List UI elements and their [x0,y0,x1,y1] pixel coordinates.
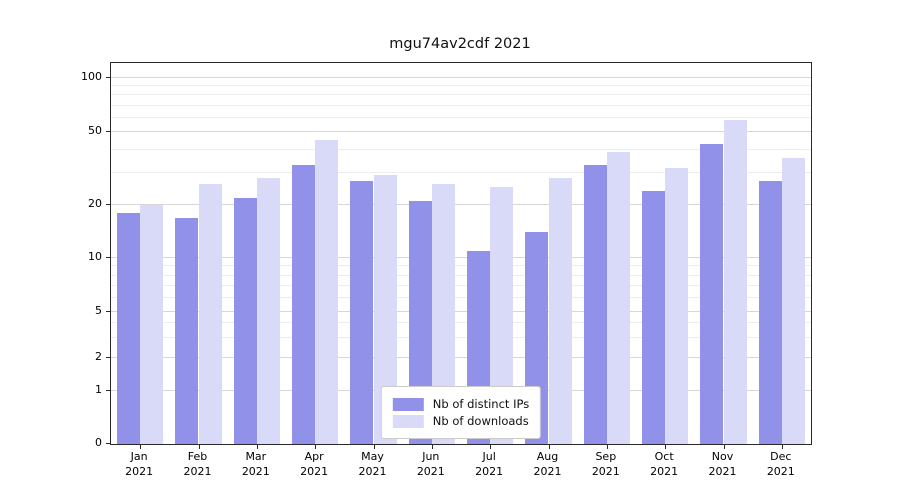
y-gridline-minor [111,85,811,87]
x-tick-mark [665,444,667,449]
y-gridline-minor [111,104,811,106]
y-tick-mark [106,76,111,78]
y-tick-mark [106,130,111,132]
bar-downloads-dec [781,158,806,444]
bar-distinct-ips-sep [583,165,607,444]
y-gridline-minor [111,94,811,96]
y-tick-label: 100 [81,69,102,83]
bar-downloads-nov [723,120,747,444]
x-tick-mark [723,444,725,449]
x-tick-mark [781,444,783,449]
y-gridline-minor [111,148,811,150]
y-tick-mark [106,257,111,259]
y-tick-mark [106,204,111,206]
y-tick-label: 5 [95,304,102,318]
y-tick-mark [106,356,111,358]
x-tick-mark [315,444,317,449]
bar-downloads-apr [315,140,339,444]
x-tick-label: Jun 2021 [416,450,445,478]
bar-distinct-ips-dec [758,181,782,444]
bar-downloads-sep [606,151,631,444]
y-gridline-minor [111,322,811,324]
y-gridline-minor [111,116,811,118]
y-gridline-minor [111,171,811,173]
y-gridline [111,204,811,206]
x-tick-label: Feb 2021 [183,450,212,478]
y-tick-label: 2 [95,349,102,363]
plot-area: Nb of distinct IPs Nb of downloads [106,62,812,449]
y-tick-label: 10 [88,250,102,264]
x-tick-mark [548,444,550,449]
y-gridline-minor [111,296,811,298]
y-tick-label: 1 [95,383,102,397]
bar-distinct-ips-jun [408,201,432,444]
x-tick-label: Mar 2021 [241,450,270,478]
legend-swatch-downloads [392,414,424,428]
bar-downloads-jul [490,187,514,444]
bar-downloads-mar [256,178,281,444]
bar-distinct-ips-feb [175,217,199,444]
bar-distinct-ips-may [350,181,374,444]
chart-title: mgu74av2cdf 2021 [389,36,531,52]
x-tick-label: May 2021 [358,450,387,478]
y-gridline-minor [111,284,811,286]
legend-item-downloads: Nb of downloads [392,414,529,428]
x-tick-label: Dec 2021 [766,450,795,478]
x-tick-label: Jan 2021 [125,450,154,478]
bar-downloads-jun [431,184,456,444]
x-tick-label: Apr 2021 [300,450,329,478]
y-gridline [111,356,811,358]
bar-distinct-ips-oct [641,190,666,444]
bar-downloads-oct [665,167,689,444]
bar-downloads-feb [198,184,222,444]
y-gridline [111,311,811,313]
x-tick-label: Sep 2021 [591,450,620,478]
x-tick-mark [198,444,200,449]
y-gridline [111,130,811,132]
x-tick-mark [490,444,492,449]
y-tick-label: 20 [88,197,102,211]
bar-downloads-aug [548,178,572,444]
y-gridline [111,76,811,78]
bar-downloads-jan [140,205,164,444]
y-tick-label: 0 [95,436,102,449]
x-tick-mark [256,444,258,449]
x-tick-label: Aug 2021 [533,450,562,478]
x-tick-label: Oct 2021 [650,450,679,478]
x-tick-label: Jul 2021 [475,450,504,478]
y-tick-mark [106,311,111,313]
y-tick-label: 50 [88,123,102,137]
bar-distinct-ips-mar [233,197,257,444]
legend-label-downloads: Nb of downloads [432,414,529,428]
bar-distinct-ips-apr [291,165,316,444]
legend: Nb of distinct IPs Nb of downloads [380,386,542,439]
y-gridline-minor [111,274,811,276]
y-gridline-minor [111,336,811,338]
y-gridline [111,257,811,259]
bar-distinct-ips-nov [700,144,724,444]
legend-item-distinct-ips: Nb of distinct IPs [392,397,530,411]
legend-label-distinct-ips: Nb of distinct IPs [432,397,530,411]
y-gridline-minor [111,265,811,267]
x-tick-mark [373,444,375,449]
x-tick-mark [431,444,433,449]
y-tick-mark [106,443,111,444]
x-tick-mark [606,444,608,449]
x-axis: Jan 2021 Feb 2021 Mar 2021 Apr 2021 May 2021 Jun 20… [110,449,810,489]
bar-downloads-may [373,175,397,444]
legend-swatch-distinct-ips [392,397,424,411]
x-tick-mark [140,444,142,449]
y-tick-mark [106,390,111,392]
x-tick-label: Nov 2021 [708,450,737,478]
bar-distinct-ips-jan [116,213,141,444]
y-axis: 0 1 2 5 10 20 50 100 [0,62,102,449]
